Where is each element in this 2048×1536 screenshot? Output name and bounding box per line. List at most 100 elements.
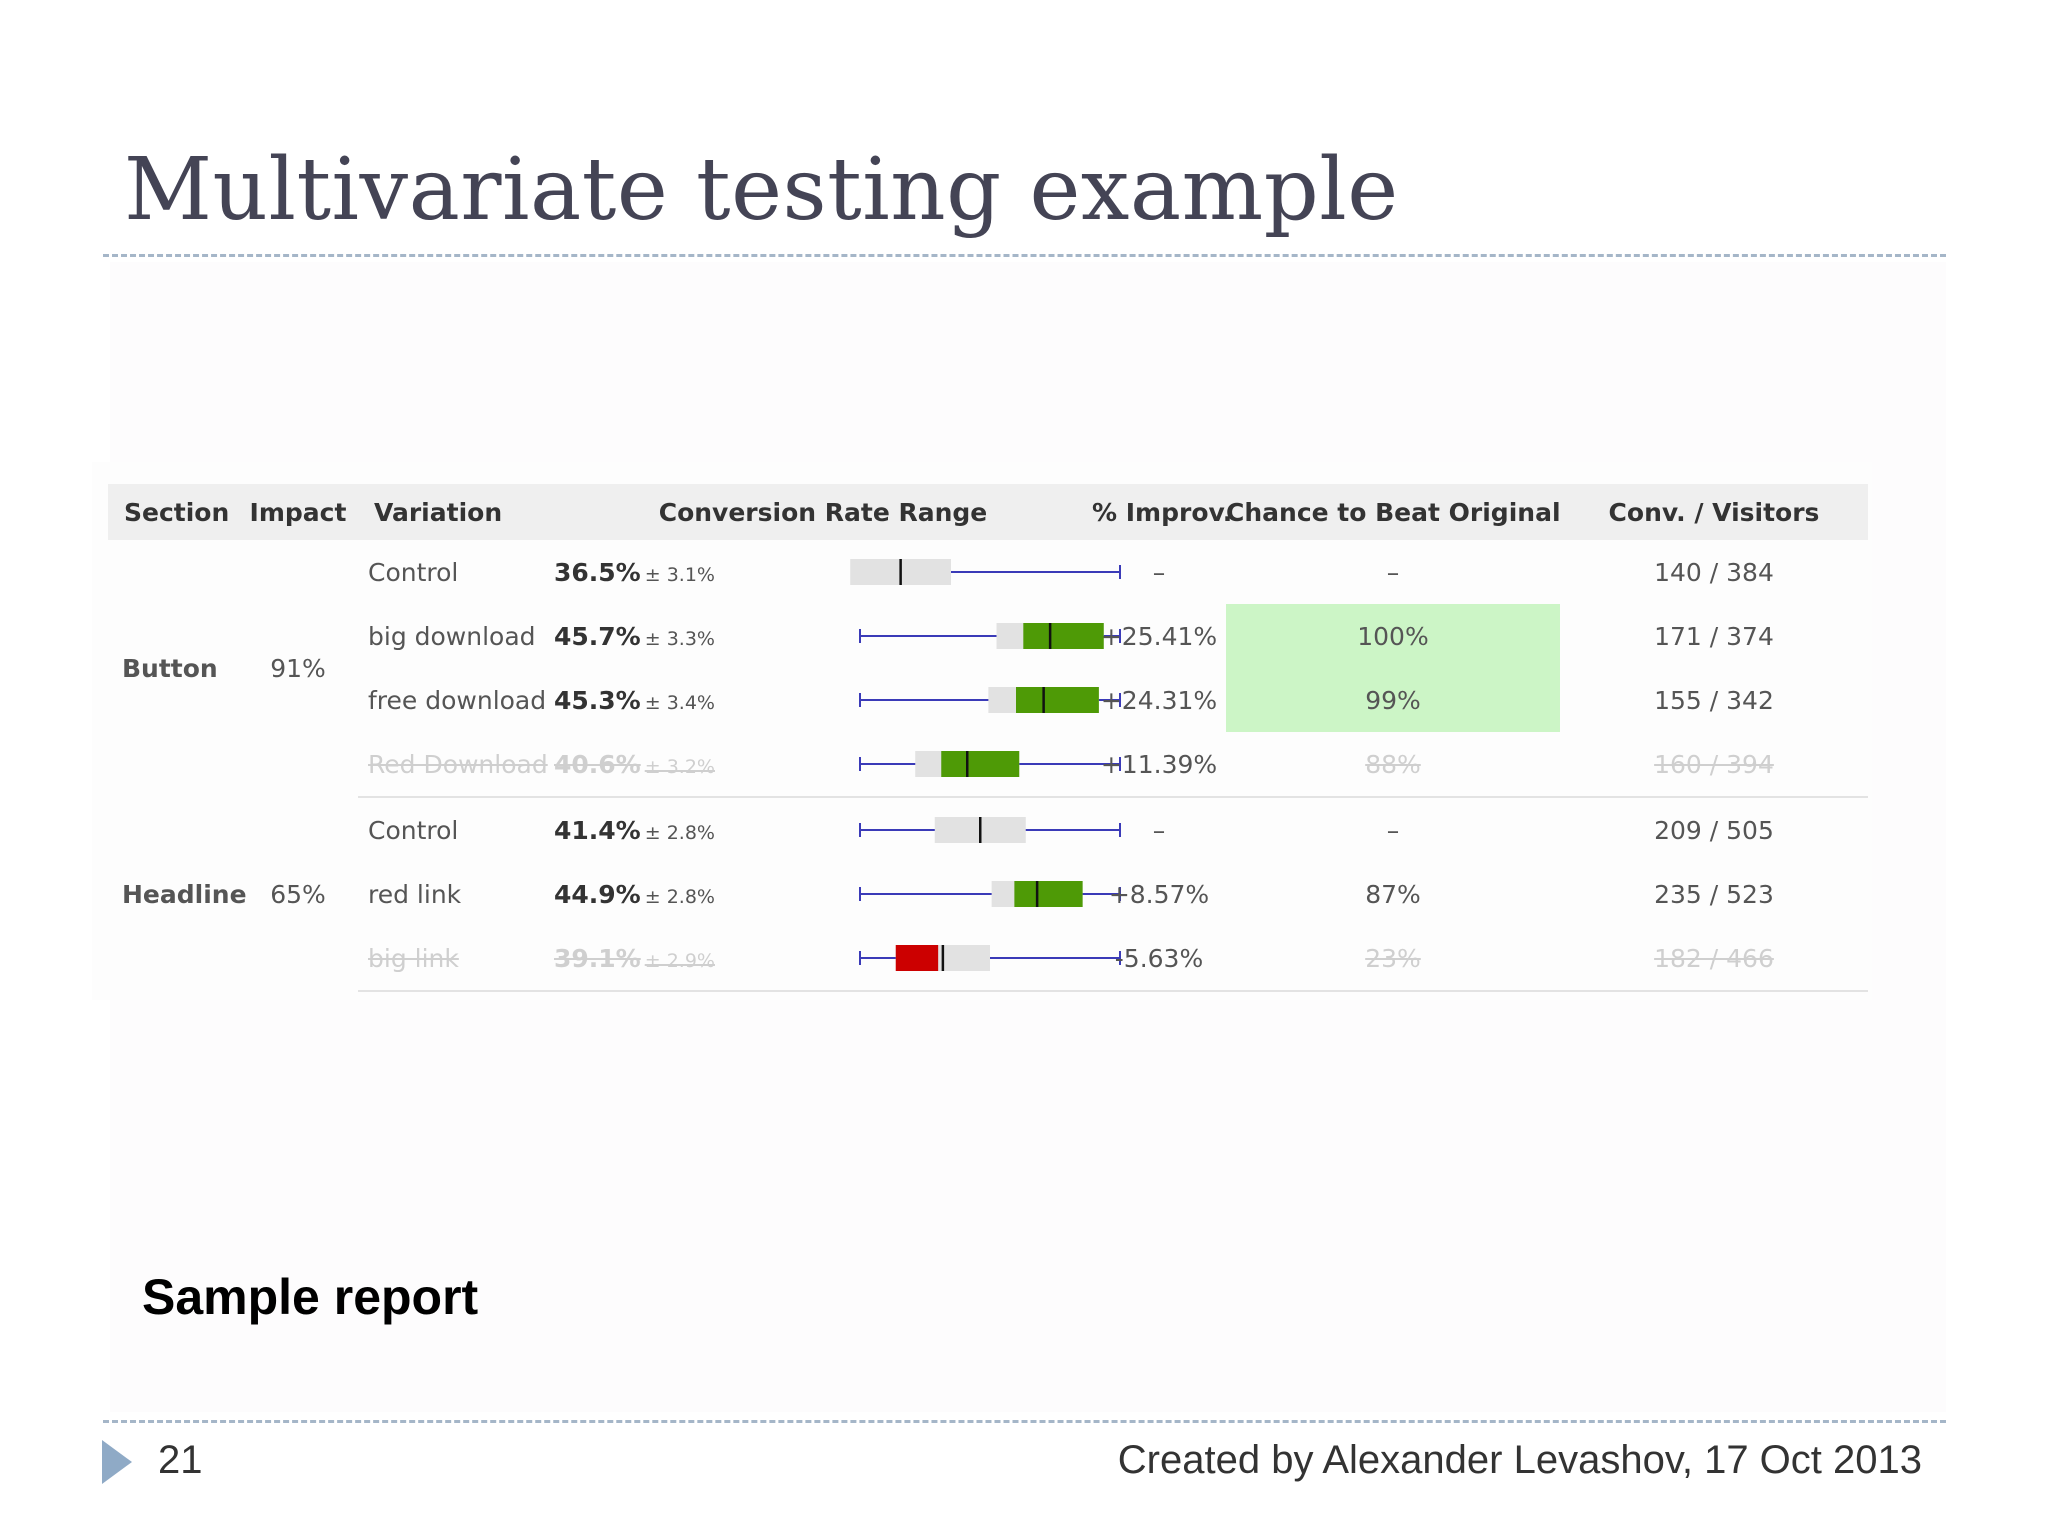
variation-label: big download — [368, 621, 536, 651]
conversions-visitors: 160 / 394 — [1560, 732, 1868, 798]
header-conversions: Conv. / Visitors — [1560, 484, 1868, 540]
conversions-value: 182 / 466 — [1654, 943, 1774, 973]
conversions-value: 160 / 394 — [1654, 749, 1774, 779]
chance-value: – — [1386, 557, 1400, 587]
conversion-range — [850, 668, 1121, 732]
improvement-value: – — [1152, 815, 1166, 845]
chance-to-beat: 100% — [1226, 604, 1560, 668]
variation-label: big link — [368, 943, 459, 973]
chance-value: – — [1386, 815, 1400, 845]
report-panel — [92, 462, 1872, 1000]
conversion-rate: 45.7% ± 3.3% — [554, 604, 850, 668]
footer-divider — [103, 1420, 1946, 1423]
header-impact: Impact — [238, 484, 358, 540]
chance-value: 100% — [1357, 621, 1429, 651]
conversions-visitors: 140 / 384 — [1560, 540, 1868, 604]
variation-label: red link — [368, 879, 462, 909]
rate-error: ± 3.1% — [644, 563, 715, 586]
variation-name: big link — [358, 926, 554, 992]
conversion-range — [850, 926, 1121, 992]
header-section: Section — [108, 484, 238, 540]
conversions-value: 235 / 523 — [1654, 879, 1774, 909]
page-number: 21 — [158, 1438, 203, 1482]
conversion-range-bar — [859, 881, 1121, 907]
conversion-rate: 44.9% ± 2.8% — [554, 862, 850, 926]
range-box-highlight — [1016, 687, 1099, 713]
conversion-range — [850, 604, 1121, 668]
conversion-range-bar — [859, 817, 1121, 843]
rate-error: ± 3.4% — [644, 691, 715, 714]
rate-error: ± 3.3% — [644, 627, 715, 650]
conversions-visitors: 155 / 342 — [1560, 668, 1868, 732]
conversion-range — [850, 540, 1121, 604]
rate-value: 39.1% — [554, 943, 641, 973]
improvement-value: – — [1152, 557, 1166, 587]
rate-value: 45.7% — [554, 621, 641, 651]
variation-name: Control — [358, 797, 554, 862]
chance-value: 23% — [1365, 943, 1421, 973]
chance-to-beat: 87% — [1226, 862, 1560, 926]
conversions-value: 140 / 384 — [1654, 557, 1774, 587]
impact-value: 91% — [270, 654, 326, 683]
conversions-value: 171 / 374 — [1654, 621, 1774, 651]
table-row: Headline 65% Control 41.4% ± 2.8% – –209 / 505 — [108, 797, 1868, 909]
report-table: Section Impact Variation Conversion Rate… — [108, 484, 1868, 992]
chance-to-beat: 99% — [1226, 668, 1560, 732]
footer-credit: Created by Alexander Levashov, 17 Oct 20… — [1117, 1438, 1922, 1482]
range-box-highlight — [941, 751, 1020, 777]
conversion-range-bar — [859, 751, 1121, 777]
conversion-range-bar — [850, 559, 1121, 585]
section-name: Button — [122, 654, 218, 683]
rate-value: 36.5% — [554, 557, 641, 587]
chance-to-beat: – — [1226, 540, 1560, 604]
conversion-rate-text: 36.5% ± 3.1% — [554, 558, 715, 587]
caption: Sample report — [142, 1269, 479, 1325]
rate-value: 40.6% — [554, 749, 641, 779]
impact-value: 65% — [270, 879, 326, 909]
improvement-value: +25.41% — [1100, 621, 1218, 651]
improvement-value: +8.57% — [1108, 879, 1210, 909]
conversion-rate: 39.1% ± 2.9% — [554, 926, 850, 992]
variation-name: free download — [358, 668, 554, 732]
conversion-rate-text: 44.9% ± 2.8% — [554, 880, 715, 909]
chance-to-beat: – — [1226, 797, 1560, 862]
variation-label: Control — [368, 557, 459, 587]
conversions-visitors: 235 / 523 — [1560, 862, 1868, 926]
conversion-range-bar — [859, 623, 1121, 649]
title-divider — [103, 254, 1946, 257]
table-row: big link 39.1% ± 2.9% -5.63% 23% 182 / 466 — [108, 926, 1868, 992]
conversions-value: 155 / 342 — [1654, 685, 1774, 715]
chance-to-beat: 23% — [1226, 926, 1560, 992]
chance-value: 99% — [1365, 685, 1421, 715]
range-box-highlight — [1023, 623, 1104, 649]
table-row: free download 45.3% ± 3.4% +24.31% 99% 155 / … — [108, 668, 1868, 732]
chance-value: 87% — [1365, 879, 1421, 909]
conversion-rate: 40.6% ± 3.2% — [554, 732, 850, 798]
rate-value: 44.9% — [554, 879, 641, 909]
improvement-value: +24.31% — [1100, 685, 1218, 715]
variation-label: Control — [368, 815, 459, 845]
slide-title: Multivariate testing example — [124, 140, 1399, 240]
conversion-range-bar — [859, 945, 1121, 971]
conversions-visitors: 182 / 466 — [1560, 926, 1868, 992]
table-row: big download 45.7% ± 3.3% +25.41% 100% 171 / … — [108, 604, 1868, 668]
chance-value: 88% — [1365, 749, 1421, 779]
table-row: red link 44.9% ± 2.8% +8.57% 87% 235 / 523 — [108, 862, 1868, 926]
chance-to-beat: 88% — [1226, 732, 1560, 798]
improvement-value: +11.39% — [1092, 732, 1226, 798]
rate-error: ± 2.8% — [644, 821, 715, 844]
variation-name: Control — [358, 540, 554, 604]
table-row: Button 91% Control 36.5% ± 3.1% – – 140 / 384 — [108, 540, 1868, 684]
rate-error: ± 2.9% — [644, 949, 715, 972]
variation-label: Red Download — [368, 749, 548, 779]
conversion-range — [850, 797, 1121, 862]
improvement-value: -5.63% — [1092, 926, 1226, 992]
variation-label: free download — [368, 685, 547, 715]
conversion-rate-text: 39.1% ± 2.9% — [554, 944, 715, 973]
range-box-highlight — [895, 945, 939, 971]
footer-arrow-icon — [102, 1440, 132, 1484]
header-chance: Chance to Beat Original — [1226, 484, 1561, 540]
conversions-value: 209 / 505 — [1654, 815, 1774, 845]
conversion-range-bar — [859, 687, 1121, 713]
conversions-visitors: 171 / 374 — [1560, 604, 1868, 668]
